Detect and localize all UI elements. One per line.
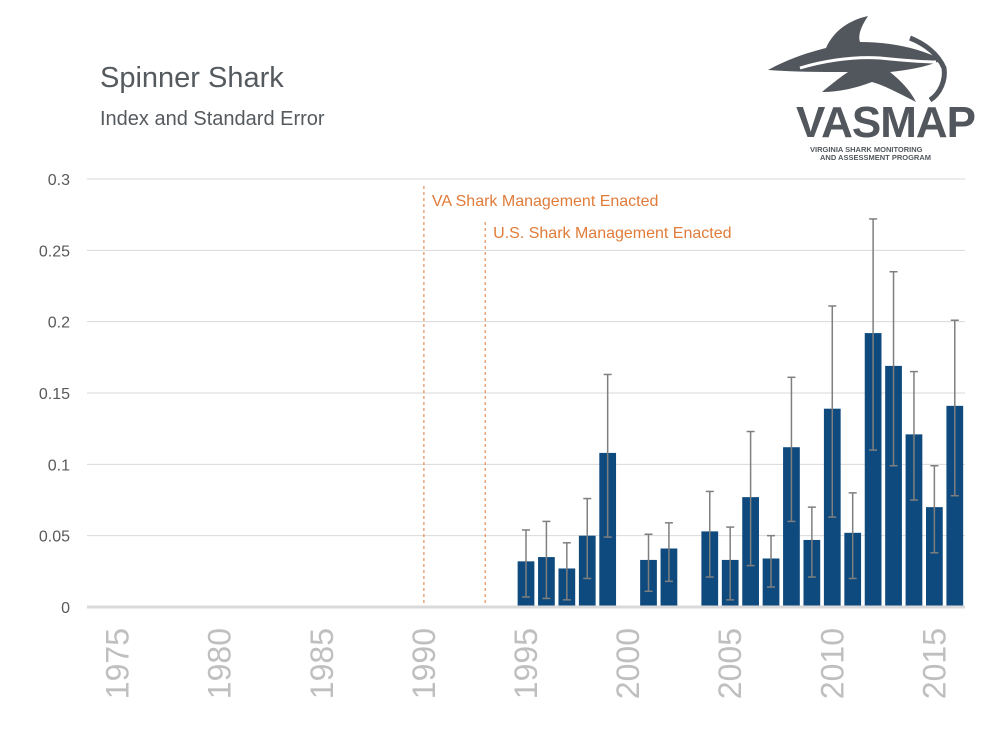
x-tick-label: 1985 [304, 628, 340, 699]
bar [926, 507, 943, 607]
bar [864, 333, 882, 607]
annotation-label: VA Shark Management Enacted [432, 193, 659, 210]
logo-tagline-line1: Virginia Shark Monitoring [810, 145, 923, 154]
bar [783, 447, 800, 607]
shark-logo-icon [768, 16, 947, 103]
x-tick-label: 1990 [406, 628, 442, 699]
y-tick-label: 0.2 [48, 315, 70, 332]
logo-tagline-line2: and Assessment Program [820, 153, 931, 162]
x-tick-label: 2000 [610, 628, 646, 699]
x-tick-label: 2005 [712, 628, 748, 699]
x-tick-label: 2015 [916, 628, 952, 699]
logo-wordmark: VASMAP [796, 98, 976, 147]
y-tick-label: 0 [61, 600, 70, 617]
logo-tagline: Virginia Shark Monitoring and Assessment… [810, 146, 940, 162]
bar [905, 434, 923, 607]
y-tick-label: 0.05 [39, 529, 70, 546]
y-tick-label: 0.15 [39, 386, 70, 403]
y-tick-label: 0.3 [48, 172, 70, 189]
x-tick-label: 1975 [100, 628, 136, 699]
x-tick-label: 1980 [202, 628, 238, 699]
x-tick-label: 2010 [814, 628, 850, 699]
chart-title: Spinner Shark [100, 62, 284, 94]
annotation-label: U.S. Shark Management Enacted [493, 225, 731, 242]
y-tick-label: 0.25 [39, 243, 70, 260]
y-tick-label: 0.1 [48, 457, 70, 474]
chart-subtitle: Index and Standard Error [100, 108, 325, 130]
bar [946, 405, 964, 607]
x-tick-label: 1995 [508, 628, 544, 699]
bar [885, 365, 902, 607]
